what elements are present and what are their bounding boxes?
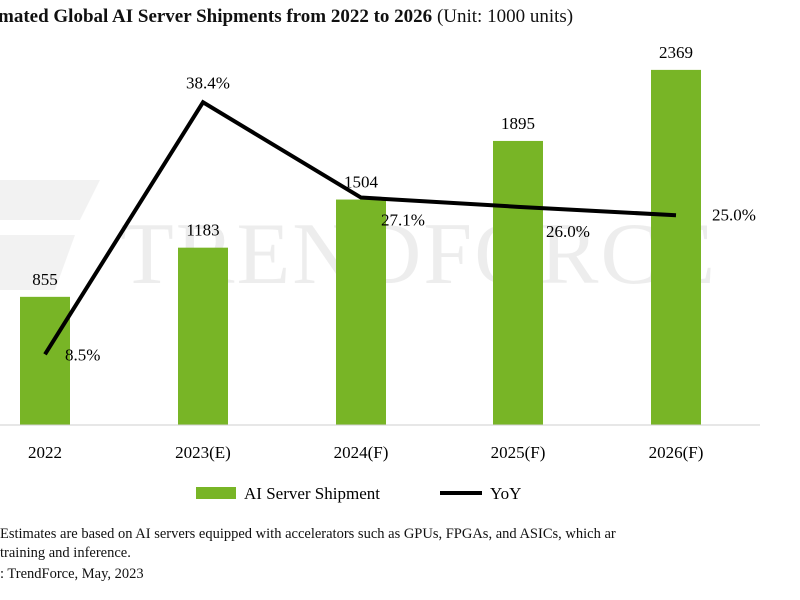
bar-2022 [20, 296, 70, 425]
chart-title-main: mated Global AI Server Shipments from 20… [0, 6, 433, 27]
yoy-value-label: 26.0% [546, 222, 590, 241]
bar-value-label: 855 [32, 270, 58, 289]
legend-label-bar: AI Server Shipment [244, 484, 380, 503]
x-tick-label: 2025(F) [491, 443, 546, 462]
chart-title-unit: (Unit: 1000 units) [436, 6, 574, 27]
footnote-line-1: Estimates are based on AI servers equipp… [0, 526, 616, 542]
legend-swatch-bar [196, 487, 236, 499]
yoy-value-label: 25.0% [712, 205, 756, 224]
x-tick-label: 2023(E) [175, 443, 231, 462]
bar-value-label: 1504 [344, 173, 379, 192]
bar-2025(F) [493, 140, 543, 425]
source-note: : TrendForce, May, 2023 [0, 566, 144, 582]
x-tick-label: 2022 [28, 443, 62, 462]
bar-2024(F) [336, 199, 386, 425]
watermark-logo [0, 180, 100, 290]
bar-value-label: 1895 [501, 114, 535, 133]
yoy-value-label: 8.5% [65, 345, 100, 364]
chart-title: mated Global AI Server Shipments from 20… [0, 6, 573, 28]
legend: AI Server Shipment YoY [196, 484, 521, 503]
x-tick-label: 2026(F) [649, 443, 704, 462]
bar-value-label: 1183 [186, 221, 219, 240]
footnote-line-2: training and inference. [0, 545, 131, 561]
legend-label-line: YoY [490, 484, 521, 503]
bar-2023(E) [178, 247, 228, 425]
yoy-line [43, 99, 677, 356]
bar-value-label: 2369 [659, 43, 693, 62]
bar-2026(F) [651, 69, 701, 425]
yoy-value-label: 38.4% [186, 73, 230, 92]
x-tick-label: 2024(F) [334, 443, 389, 462]
yoy-value-label: 27.1% [381, 211, 425, 230]
